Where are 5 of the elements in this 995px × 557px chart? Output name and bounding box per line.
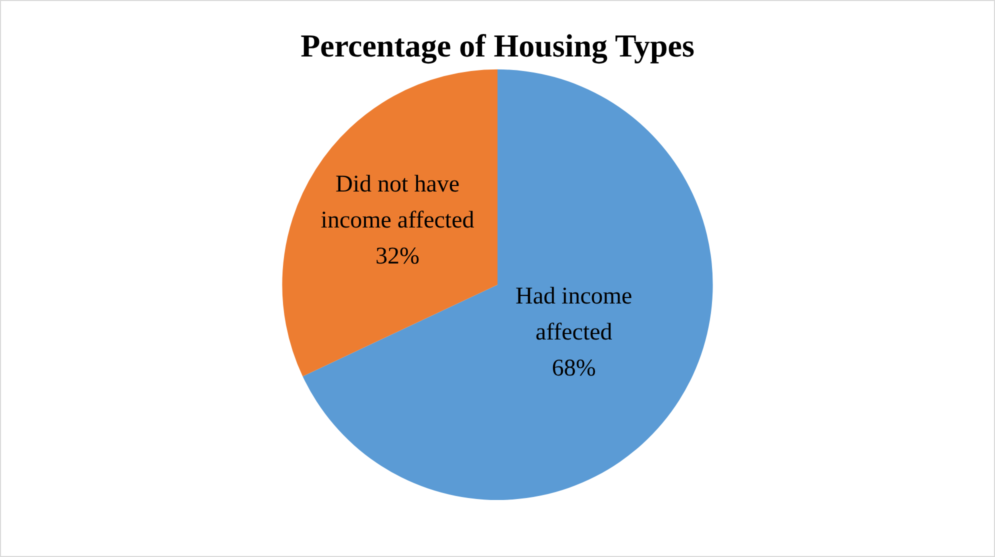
slice-label: Had income affected — [516, 283, 632, 346]
data-label: 68% — [552, 355, 596, 382]
slice-label: Did not have income affected — [320, 172, 474, 234]
chart-title: Percentage of Housing Types — [300, 27, 694, 64]
data-label: 32% — [376, 244, 420, 270]
